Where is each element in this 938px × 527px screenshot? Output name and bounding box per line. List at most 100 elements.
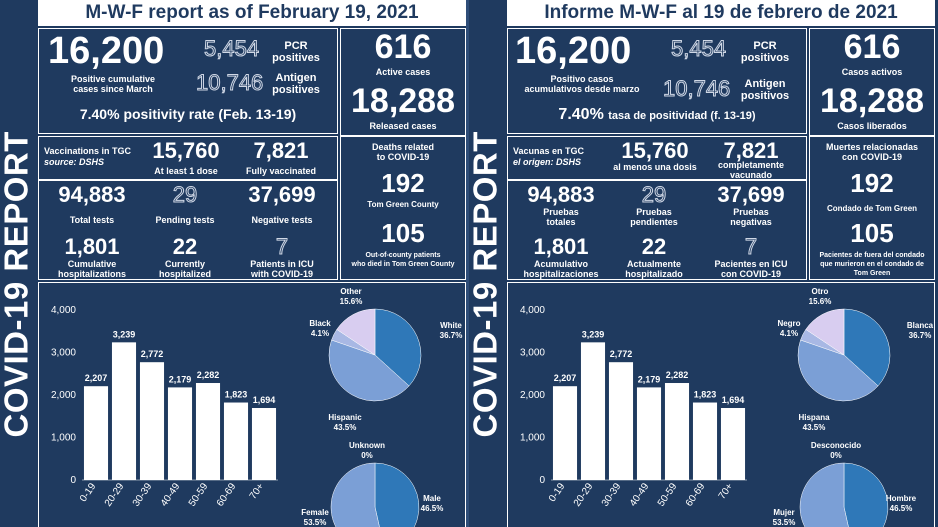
pie-label-male: 46.5%	[890, 504, 913, 513]
pie-label-female: Female	[301, 508, 329, 517]
icu-label: Patients in ICU with COVID-19	[250, 259, 314, 279]
vertical-report-label: COVID-19 REPORT	[0, 131, 35, 438]
pie-label-black: Negro	[777, 319, 800, 328]
pie-slice-white	[374, 308, 422, 387]
pcr-label: PCR positives	[272, 40, 320, 64]
pie-label-other: Other	[340, 287, 361, 296]
x-tick-label: 50-59	[656, 481, 680, 509]
pie-label-male: Hombre	[886, 494, 917, 503]
pie-label-hispanic: Hispana	[798, 413, 830, 422]
x-tick-label: 30-39	[131, 481, 155, 509]
pie-label-white: 36.7%	[440, 331, 463, 340]
report-title: M-W-F report as of February 19, 2021	[38, 0, 466, 26]
tests-hosp-box	[38, 180, 338, 280]
y-tick-label: 4,000	[520, 305, 545, 316]
deaths-ooc-label: Out-of-county patients who died in Tom G…	[351, 252, 455, 268]
pie-label-other: Otro	[812, 287, 829, 296]
pie-slice-other	[336, 308, 376, 356]
released-cases-label: Casos liberados	[837, 121, 907, 131]
positive-cumulative-label: Positivo casos acumulativos desde marzo	[524, 74, 640, 94]
negative-tests-label: Pruebas negativas	[730, 207, 772, 227]
bar-70+	[251, 408, 277, 480]
total-tests-label: Pruebas totales	[543, 207, 579, 227]
current-hosp-label: Currently hospitalized	[158, 259, 211, 279]
y-tick-label: 3,000	[51, 348, 76, 359]
dose1-value: 15,760	[621, 138, 689, 163]
pie-label-male: 46.5%	[421, 504, 444, 513]
positive-cumulative-value: 16,200	[48, 30, 165, 72]
pending-tests-label: Pending tests	[155, 215, 215, 225]
icu-value: 7	[744, 234, 758, 260]
x-tick-label: 20-29	[103, 481, 127, 509]
vaccine-source-line1: Vacunas en TGC	[513, 146, 585, 156]
bar-value-label: 3,239	[582, 329, 605, 339]
pie-slice-other	[805, 308, 845, 356]
pie-label-other: 15.6%	[340, 297, 363, 306]
antigen-value: 10,746	[662, 76, 731, 102]
active-cases-value: 616	[843, 28, 901, 66]
x-tick-label: 0-19	[78, 481, 99, 504]
bar-40-49	[167, 387, 193, 480]
pie-label-unknown: Unknown	[349, 441, 385, 450]
pie-slice-hispanic	[328, 339, 410, 402]
active-cases-label: Active cases	[375, 67, 431, 77]
fully-vaccinated-label: completamente vacunado	[717, 160, 785, 180]
pie-label-male: Male	[423, 494, 441, 503]
vaccination-box	[38, 136, 338, 180]
cumulative-hosp-label: Acumulativo hospitalizaciones	[523, 259, 599, 279]
y-tick-label: 0	[539, 475, 545, 486]
dose1-label: al menos una dosis	[613, 162, 697, 172]
bar-value-label: 2,282	[197, 370, 220, 380]
bar-value-label: 2,772	[610, 349, 633, 359]
spanish-panel: COVID-19 REPORT Informe M-W-F al 19 de f…	[469, 0, 938, 527]
pie-slice-male	[374, 462, 420, 527]
pcr-value: 5,454	[203, 36, 260, 62]
bar-50-59	[664, 383, 690, 480]
fully-vaccinated-label: Fully vaccinated	[245, 166, 317, 176]
bar-value-label: 1,823	[694, 390, 717, 400]
released-cases-value: 18,288	[351, 82, 455, 120]
pie-label-unknown: 0%	[830, 451, 842, 460]
bar-20-29	[111, 342, 137, 480]
x-tick-label: 40-49	[628, 481, 652, 509]
bar-30-39	[608, 362, 634, 480]
x-tick-label: 60-69	[684, 481, 708, 509]
fully-vaccinated-value: 7,821	[723, 138, 779, 163]
icu-value: 7	[275, 234, 289, 260]
deaths-ooc-value: 105	[850, 218, 894, 248]
total-tests-label: Total tests	[69, 215, 115, 225]
pie-label-female: Mujer	[773, 508, 794, 517]
pie-slice-male	[843, 462, 889, 527]
bar-0-19	[83, 386, 109, 480]
positivity-value: 7.40%	[79, 106, 120, 122]
antigen-label: Antigen positivos	[740, 78, 790, 102]
positivity-rate: 7.40% tasa de positividad (f. 13-19)	[507, 106, 807, 124]
bar-value-label: 1,694	[253, 395, 276, 405]
bar-70+	[720, 408, 746, 480]
x-tick-label: 0-19	[547, 481, 568, 504]
dose1-label: At least 1 dose	[154, 166, 218, 176]
cumulative-hosp-value: 1,801	[533, 234, 589, 259]
active-cases-label: Casos activos	[841, 67, 903, 77]
x-tick-label: 70+	[717, 481, 736, 501]
pie-slice-female	[330, 462, 380, 527]
pie-label-white: Blanca	[907, 321, 934, 330]
pie-slice-female	[799, 462, 849, 527]
pie-label-black: 4.1%	[780, 329, 798, 338]
total-tests-value: 94,883	[58, 182, 126, 207]
pie-label-white: 36.7%	[909, 331, 932, 340]
x-tick-label: 30-39	[600, 481, 624, 509]
cumulative-hosp-value: 1,801	[64, 234, 120, 259]
antigen-label: Antigen positives	[272, 72, 320, 96]
current-hosp-label: Actualmente hospitalizado	[625, 259, 683, 279]
cumulative-hosp-label: Cumulative hospitalizations	[57, 259, 126, 279]
tests-hosp-box	[507, 180, 807, 280]
charts-box	[38, 282, 466, 527]
age-bar-chart: 0 1,000 2,000 3,000 4,000 2,207 0-19 3,239 20-29…	[51, 305, 278, 509]
deaths-tgc-value: 192	[850, 168, 894, 198]
positivity-value: 7.40%	[558, 106, 604, 123]
deaths-box	[340, 136, 466, 280]
x-tick-label: 50-59	[187, 481, 211, 509]
